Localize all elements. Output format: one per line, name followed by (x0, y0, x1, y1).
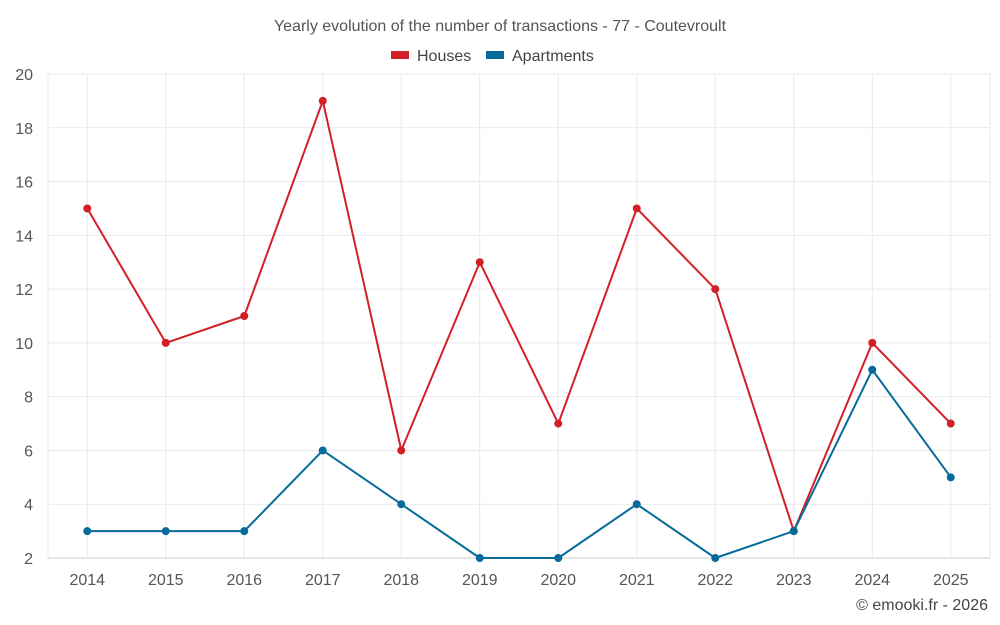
y-tick-label: 4 (24, 497, 33, 514)
x-tick-label: 2016 (226, 572, 262, 589)
y-tick-label: 14 (15, 228, 33, 245)
data-point-apartments[interactable] (475, 554, 484, 562)
x-tick-label: 2025 (933, 572, 969, 589)
data-point-apartments[interactable] (554, 554, 563, 562)
data-point-houses[interactable] (318, 96, 327, 105)
x-tick-label: 2021 (619, 572, 655, 589)
data-point-houses[interactable] (946, 419, 955, 428)
data-point-apartments[interactable] (83, 527, 92, 536)
credit-text: © emooki.fr - 2026 (856, 597, 988, 614)
data-point-apartments[interactable] (318, 446, 327, 455)
x-tick-label: 2024 (854, 572, 890, 589)
data-point-houses[interactable] (397, 446, 406, 455)
data-point-houses[interactable] (554, 419, 563, 428)
series-line-apartments (87, 368, 952, 559)
legend-swatch-houses (391, 51, 409, 59)
x-tick-label: 2017 (305, 572, 341, 589)
x-tick-label: 2018 (383, 572, 419, 589)
x-tick-label: 2014 (69, 572, 105, 589)
data-point-houses[interactable] (632, 204, 641, 213)
data-point-houses[interactable] (161, 338, 170, 347)
data-point-apartments[interactable] (789, 527, 798, 536)
series-lines (83, 96, 955, 562)
axes: 2 4 6 8 10 12 14 16 18 20 2014 2015 2016 2017 2018 2019… (15, 67, 990, 589)
y-tick-label: 2 (24, 551, 33, 568)
data-point-apartments[interactable] (711, 554, 720, 562)
y-tick-label: 20 (15, 67, 33, 84)
x-tick-label: 2019 (462, 572, 498, 589)
data-point-apartments[interactable] (240, 527, 249, 536)
data-point-houses[interactable] (240, 312, 249, 320)
chart-title: Yearly evolution of the number of transa… (274, 18, 727, 35)
legend-label-houses: Houses (417, 48, 471, 65)
data-point-apartments[interactable] (632, 500, 641, 509)
data-point-apartments[interactable] (397, 500, 406, 509)
data-point-houses[interactable] (868, 338, 877, 347)
y-tick-label: 6 (24, 443, 33, 460)
data-point-houses[interactable] (83, 204, 92, 213)
data-point-apartments[interactable] (868, 365, 877, 374)
series-line-houses (86, 99, 952, 533)
x-tick-label: 2020 (540, 572, 576, 589)
y-tick-label: 12 (15, 282, 33, 299)
data-point-apartments[interactable] (161, 527, 170, 536)
y-tick-label: 8 (24, 390, 33, 407)
data-point-houses[interactable] (475, 258, 484, 267)
x-tick-label: 2022 (697, 572, 733, 589)
x-tick-label: 2023 (776, 572, 812, 589)
data-point-apartments[interactable] (946, 473, 955, 482)
legend-swatch-apartments (486, 51, 504, 59)
x-tick-label: 2015 (148, 572, 184, 589)
data-point-houses[interactable] (711, 285, 720, 294)
legend-label-apartments: Apartments (512, 48, 594, 65)
y-tick-label: 16 (15, 175, 33, 192)
grid (47, 73, 991, 559)
y-tick-label: 18 (15, 121, 33, 138)
legend: Houses Apartments (391, 48, 594, 65)
y-tick-label: 10 (15, 336, 33, 353)
